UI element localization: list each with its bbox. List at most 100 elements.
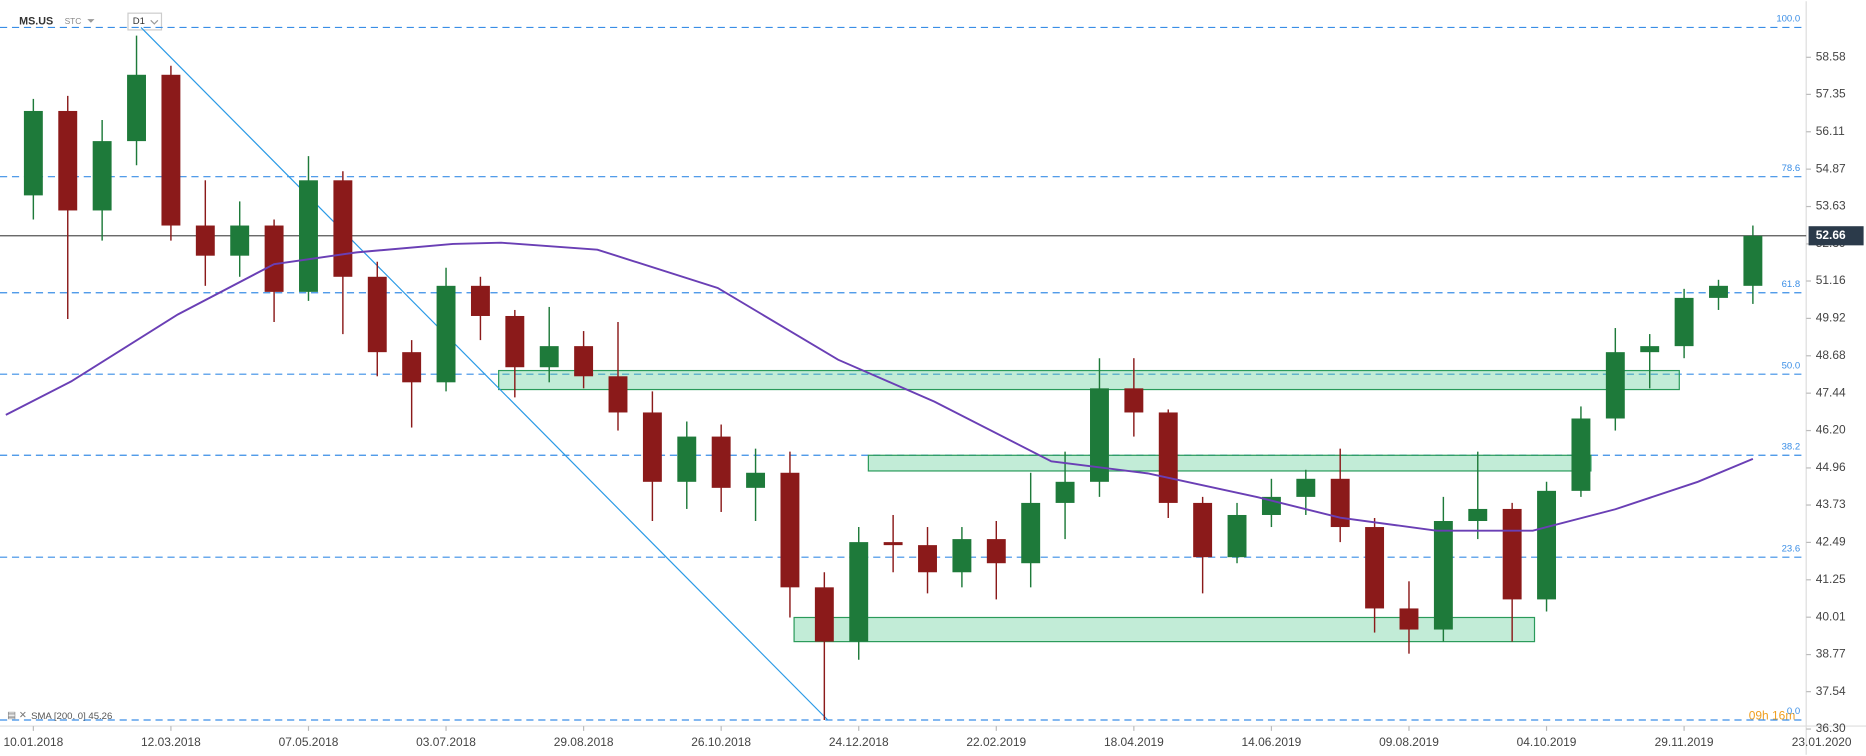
candle-body (1537, 490, 1557, 600)
candle-body (918, 545, 937, 573)
y-tick-label: 49.92 (1816, 311, 1846, 325)
x-tick-label: 09.08.2019 (1379, 735, 1439, 749)
source[interactable]: STC (65, 16, 82, 26)
candle-body (1055, 481, 1075, 503)
support-zone (498, 369, 1680, 391)
candle-body (1227, 514, 1247, 558)
x-tick-label: 29.08.2018 (554, 735, 614, 749)
candle-body (92, 141, 112, 211)
candle-body (1330, 478, 1350, 528)
candle-body (1571, 418, 1591, 491)
x-tick-label: 24.12.2018 (829, 735, 889, 749)
candle-body (127, 74, 146, 142)
candle-body (58, 110, 78, 211)
candle-body (195, 225, 215, 256)
y-tick-label: 47.44 (1816, 385, 1846, 399)
fib-label: 61.8 (1782, 279, 1801, 290)
candle-body (1365, 527, 1385, 609)
candle-body (1124, 388, 1144, 413)
candle-body (161, 74, 181, 226)
x-tick-label: 26.10.2018 (691, 735, 751, 749)
candle-body (23, 110, 43, 196)
candle-body (677, 436, 697, 482)
interval[interactable]: D1 (133, 16, 145, 27)
x-tick-label: 07.05.2018 (279, 735, 339, 749)
candle-body (1021, 502, 1041, 564)
fib-label: 0.0 (1787, 706, 1800, 717)
candle-body (402, 352, 422, 383)
y-tick-label: 42.49 (1816, 535, 1846, 549)
candle-body (1468, 508, 1488, 522)
candle-body (986, 539, 1006, 564)
x-tick-label: 03.07.2018 (416, 735, 476, 749)
fib-label: 50.0 (1782, 360, 1801, 371)
candle-body (642, 412, 662, 482)
y-tick-label: 46.20 (1816, 423, 1846, 437)
dropdown-icon[interactable] (150, 19, 159, 25)
indicator-icons[interactable]: ▤ ✕ (7, 710, 27, 721)
x-tick-label: 04.10.2019 (1517, 735, 1577, 749)
candle-body (505, 315, 525, 368)
x-tick-label: 29.11.2019 (1655, 735, 1714, 749)
x-tick-label: 22.02.2019 (966, 735, 1026, 749)
candle-body (1193, 502, 1213, 558)
candle-body (230, 225, 250, 256)
y-tick-label: 44.96 (1816, 460, 1846, 474)
candle-body (1709, 285, 1728, 298)
y-tick-label: 51.16 (1816, 273, 1846, 287)
symbol[interactable]: MS.US (19, 15, 53, 27)
x-tick-label: 12.03.2018 (141, 735, 201, 749)
y-tick-label: 56.11 (1816, 124, 1845, 138)
candle-body (711, 436, 731, 488)
interval-box[interactable] (127, 12, 163, 31)
sma-legend: SMA [200, 0] 45.26 (31, 711, 112, 722)
candle-body (1674, 297, 1694, 347)
candle-body (470, 285, 490, 316)
y-tick-label: 41.25 (1816, 572, 1846, 586)
y-tick-label: 58.58 (1816, 49, 1846, 63)
fib-label: 78.6 (1782, 163, 1801, 174)
sma-line (5, 241, 1754, 532)
price-badge (1808, 226, 1864, 246)
candle-body (849, 542, 869, 642)
y-tick-label: 37.54 (1816, 684, 1846, 698)
fib-label: 38.2 (1782, 441, 1801, 452)
candle-body (952, 539, 972, 573)
candle-body (1296, 478, 1316, 497)
candle-body (367, 276, 387, 353)
candle-body (1158, 412, 1178, 503)
candle-body (539, 346, 559, 368)
candle-body (883, 542, 903, 546)
support-zone (867, 454, 1592, 472)
candle-body (1399, 608, 1419, 630)
candle-body (746, 472, 766, 488)
y-tick-label: 40.01 (1816, 609, 1846, 623)
countdown: 09h 16m (1749, 709, 1796, 723)
y-tick-label: 48.68 (1816, 348, 1846, 362)
current-price-label: 52.66 (1816, 228, 1846, 242)
fib-label: 100.0 (1776, 14, 1800, 25)
candle-body (574, 346, 594, 377)
x-tick-label: 23.01.2020 (1792, 735, 1852, 749)
candle-body (436, 285, 456, 383)
trendline (140, 27, 829, 721)
candle-body (1640, 346, 1660, 353)
candle-body (814, 587, 834, 642)
x-tick-label: 14.06.2019 (1242, 735, 1302, 749)
dropdown-icon[interactable] (87, 19, 95, 23)
candle-body (608, 376, 628, 413)
candle-body (333, 180, 353, 277)
candle-body (1743, 235, 1763, 286)
candle-body (780, 472, 800, 588)
candle-body (264, 225, 284, 292)
candle-body (1502, 508, 1522, 600)
y-tick-label: 54.87 (1816, 161, 1846, 175)
candle-body (1433, 521, 1453, 630)
support-zone (793, 616, 1536, 643)
fib-label: 23.6 (1782, 543, 1801, 554)
candle-body (1605, 352, 1625, 419)
y-tick-label: 38.77 (1816, 647, 1846, 661)
y-tick-label: 53.63 (1816, 199, 1846, 213)
